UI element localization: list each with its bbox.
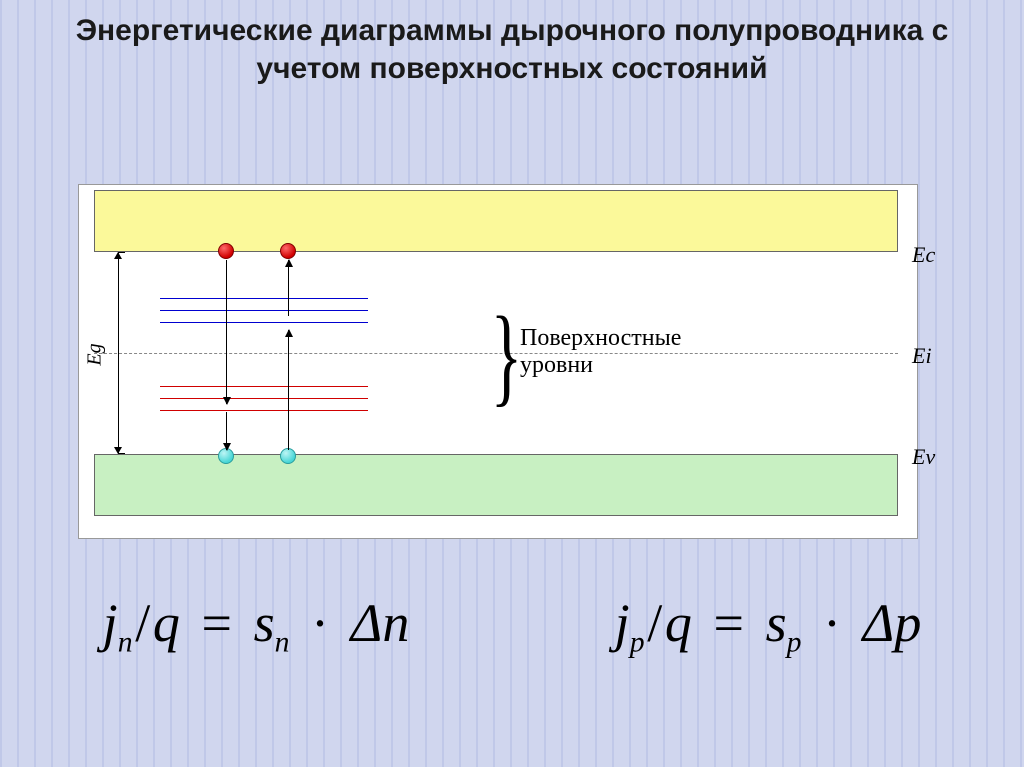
eg-label: Eg bbox=[84, 343, 107, 365]
eg-arrowhead-bot bbox=[114, 447, 122, 454]
sub-sn: n bbox=[275, 626, 290, 658]
dot: · bbox=[815, 593, 849, 653]
transition-arrow bbox=[226, 412, 227, 450]
conduction-band bbox=[94, 190, 898, 252]
surface-levels-brace: } bbox=[491, 300, 523, 410]
transition-arrow bbox=[288, 260, 289, 316]
eg-dimension-line bbox=[118, 252, 119, 454]
surface-level-line bbox=[160, 386, 368, 387]
slash: / bbox=[645, 593, 665, 653]
label-ec: Ec bbox=[912, 242, 935, 268]
eg-arrowhead-top bbox=[114, 252, 122, 259]
surface-label-line1: Поверхностные bbox=[520, 325, 681, 352]
surface-level-line bbox=[160, 410, 368, 411]
eq: = bbox=[193, 593, 240, 653]
dot: · bbox=[303, 593, 337, 653]
sym-var-p: p bbox=[894, 593, 921, 653]
surface-levels-label: Поверхностные уровни bbox=[520, 325, 681, 379]
sym-var-n: n bbox=[382, 593, 409, 653]
surface-level-line bbox=[160, 398, 368, 399]
sym-delta: Δ bbox=[351, 593, 383, 653]
surface-label-line2: уровни bbox=[520, 352, 681, 379]
surface-level-line bbox=[160, 298, 368, 299]
sym-q: q bbox=[665, 593, 692, 653]
sym-j: j bbox=[103, 593, 118, 653]
sub-n: n bbox=[118, 626, 133, 658]
sym-j: j bbox=[615, 593, 630, 653]
transition-arrow bbox=[288, 330, 289, 450]
surface-level-line bbox=[160, 310, 368, 311]
sub-sp: p bbox=[787, 626, 802, 658]
hole bbox=[280, 448, 296, 464]
label-ev: Ev bbox=[912, 444, 935, 470]
eq: = bbox=[705, 593, 752, 653]
slash: / bbox=[133, 593, 153, 653]
electron bbox=[280, 243, 296, 259]
formulas-row: jn/q = sn · Δn jp/q = sp · Δp bbox=[0, 592, 1024, 659]
electron bbox=[218, 243, 234, 259]
sym-s: s bbox=[766, 593, 787, 653]
valence-band bbox=[94, 454, 898, 516]
sym-s: s bbox=[254, 593, 275, 653]
slide-title: Энергетические диаграммы дырочного полуп… bbox=[0, 0, 1024, 87]
surface-level-line bbox=[160, 322, 368, 323]
slide: Энергетические диаграммы дырочного полуп… bbox=[0, 0, 1024, 767]
formula-jn: jn/q = sn · Δn bbox=[103, 592, 410, 659]
sym-q: q bbox=[153, 593, 180, 653]
sub-p: p bbox=[630, 626, 645, 658]
formula-jp: jp/q = sp · Δp bbox=[615, 592, 922, 659]
label-ei: Ei bbox=[912, 343, 932, 369]
sym-delta: Δ bbox=[863, 593, 895, 653]
transition-arrow bbox=[226, 260, 227, 404]
